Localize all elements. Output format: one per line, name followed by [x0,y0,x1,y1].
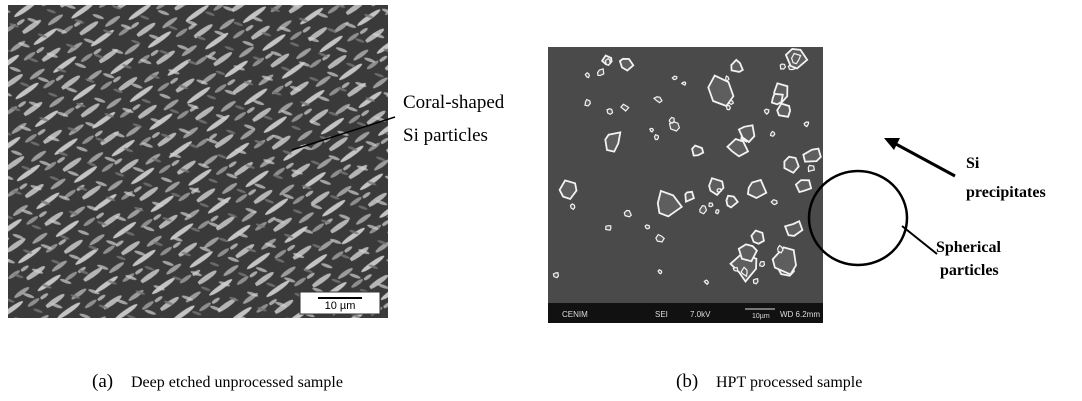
particle [771,132,775,137]
scale-label: 10 µm [325,300,356,312]
particle [645,225,649,229]
micrograph-a: 10 µm [8,5,395,318]
micrograph-b [548,47,823,305]
particle [670,122,680,131]
info-text: WD 6.2mm [780,310,820,319]
particle [777,104,790,117]
particle [692,146,703,156]
pointer [902,226,937,254]
texture [8,5,388,318]
particle [607,109,613,115]
particle [753,279,758,284]
particle [716,210,719,214]
particle [780,64,785,69]
particle [751,231,764,244]
particle [760,262,765,267]
particle [717,189,721,192]
particle [733,268,737,272]
particle [772,94,783,105]
particle [808,165,814,171]
caption: Deep etched unprocessed sample [131,374,343,391]
info-text: 10µm [752,313,770,320]
particle [553,273,558,278]
particle [585,100,590,107]
particle [605,59,610,65]
particle [606,226,611,231]
caption: HPT processed sample [716,374,862,391]
particle [669,117,674,123]
pointer [894,143,955,176]
info-text: CENIM [562,310,588,319]
particle [804,122,808,127]
subfigure-label: (a) [92,371,113,392]
info-text: 7.0kV [690,310,711,319]
particle [672,76,677,79]
figure: 10 µm Coral-shaped Si particles CENIM SE… [0,0,1082,401]
particle [650,128,654,132]
subfigure-label: (b) [676,371,698,392]
particle [729,101,733,105]
particle [571,204,575,209]
annotation: Si [966,155,980,172]
annotation: particles [940,262,999,279]
info-text: SEI [655,310,668,319]
particle [624,211,631,217]
annotation: precipitates [966,184,1046,201]
particle [709,203,713,207]
annotation: Si particles [403,125,488,146]
annotation: Coral-shaped [403,92,505,113]
particle [655,135,659,140]
highlight-circle [809,171,907,265]
annotation: Spherical [936,239,1001,256]
particle [726,76,729,81]
